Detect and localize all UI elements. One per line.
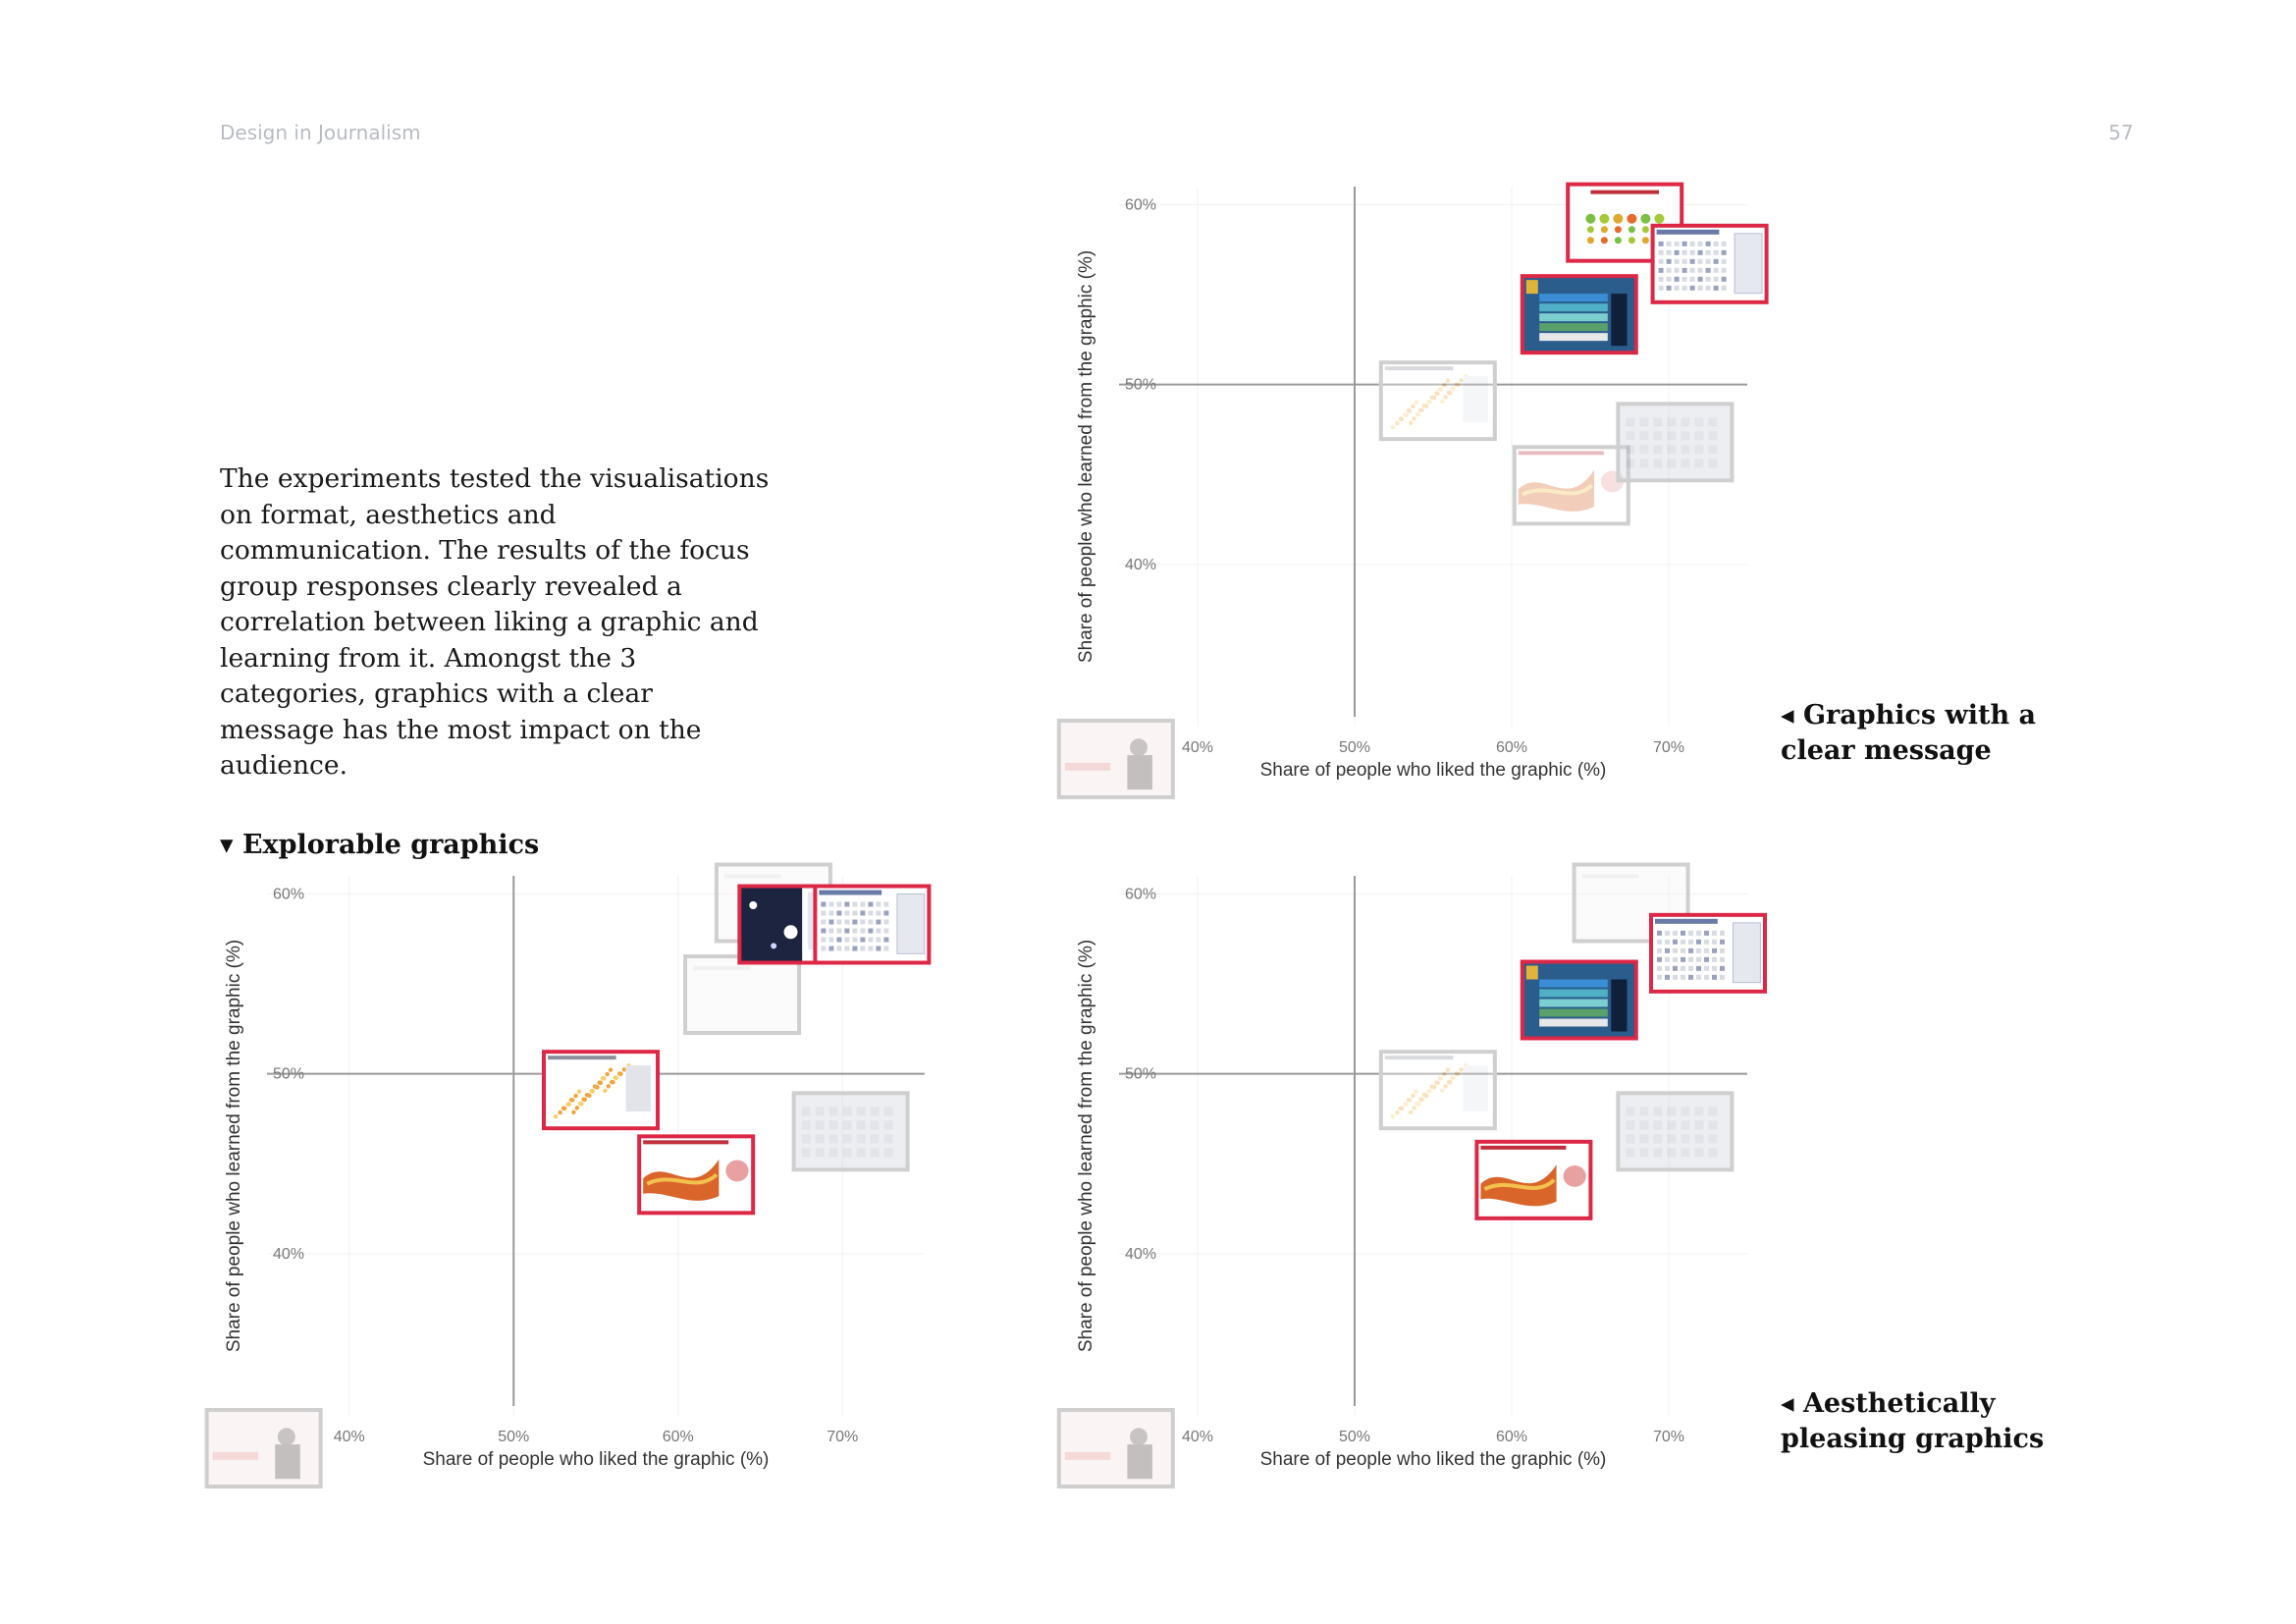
y-tick-label: 60% <box>1125 196 1156 213</box>
y-tick-label: 60% <box>273 886 304 902</box>
y-tick-label: 50% <box>273 1066 304 1083</box>
muted-graphic-point <box>683 954 802 1035</box>
y-tick-label: 50% <box>1125 1066 1156 1083</box>
muted-graphic-point <box>1512 445 1630 526</box>
chart-explorable-graphics: 40% 50% 60% 70% 60% 50% 40% Share of people who… <box>204 862 932 1489</box>
muted-graphic-point <box>791 1091 910 1172</box>
y-tick-label: 50% <box>1125 377 1156 394</box>
y-tick-label: 40% <box>1125 557 1156 573</box>
x-tick-label: 40% <box>1182 1429 1213 1445</box>
x-tick-label: 70% <box>1653 1429 1684 1445</box>
y-axis-title: Share of people who learned from the gra… <box>1076 940 1096 1352</box>
label-aesthetic-graphics: ◂ Aesthetically pleasing graphics <box>1781 1388 2045 1454</box>
muted-graphic-point <box>1378 1050 1497 1131</box>
muted-graphic-point <box>204 1408 323 1489</box>
y-tick-label: 40% <box>1125 1246 1156 1263</box>
label-clear-message-graphics: ◂ Graphics with a clear message <box>1781 700 2037 766</box>
x-axis-title: Share of people who liked the graphic (%… <box>1260 1449 1607 1470</box>
x-tick-label: 60% <box>1496 739 1527 756</box>
x-tick-label: 60% <box>1496 1429 1527 1445</box>
running-title: Design in Journalism <box>220 121 421 144</box>
x-tick-label: 70% <box>827 1429 858 1445</box>
highlighted-graphic-point <box>542 1050 661 1131</box>
body-paragraph: The experiments tested the visualisation… <box>220 463 770 781</box>
chart-clear-message: 40% 50% 60% 70% 60% 50% 40% Share of people who… <box>1056 182 1769 799</box>
x-tick-label: 50% <box>498 1429 529 1445</box>
y-axis-title: Share of people who learned from the gra… <box>224 940 244 1352</box>
y-tick-label: 60% <box>1125 886 1156 902</box>
highlighted-graphic-point <box>1474 1139 1593 1220</box>
highlighted-graphic-point <box>1520 959 1638 1041</box>
label-explorable-graphics: ▾ Explorable graphics <box>220 830 540 860</box>
highlighted-graphic-point <box>1520 274 1638 355</box>
highlighted-graphic-point <box>1650 223 1769 304</box>
y-axis-title: Share of people who learned from the gra… <box>1076 250 1096 663</box>
muted-graphic-point <box>1616 1091 1735 1172</box>
x-tick-label: 50% <box>1339 739 1370 756</box>
x-tick-label: 40% <box>1182 739 1213 756</box>
x-tick-label: 70% <box>1653 739 1684 756</box>
x-axis-title: Share of people who liked the graphic (%… <box>423 1449 770 1470</box>
x-axis-title: Share of people who liked the graphic (%… <box>1260 760 1607 781</box>
x-tick-label: 60% <box>663 1429 694 1445</box>
x-tick-label: 40% <box>334 1429 365 1445</box>
muted-graphic-point <box>1616 402 1735 483</box>
highlighted-graphic-point <box>637 1134 756 1216</box>
y-tick-label: 40% <box>273 1246 304 1263</box>
chart-aesthetic-graphics: 40% 50% 60% 70% 60% 50% 40% Share of people who… <box>1056 862 1767 1489</box>
muted-graphic-point <box>1056 1408 1175 1489</box>
page-number: 57 <box>2109 121 2134 144</box>
muted-graphic-point <box>1378 360 1497 442</box>
highlighted-graphic-point <box>1649 912 1767 994</box>
x-tick-label: 50% <box>1339 1429 1370 1445</box>
muted-graphic-point <box>1056 719 1175 799</box>
highlighted-graphic-point <box>813 884 932 965</box>
